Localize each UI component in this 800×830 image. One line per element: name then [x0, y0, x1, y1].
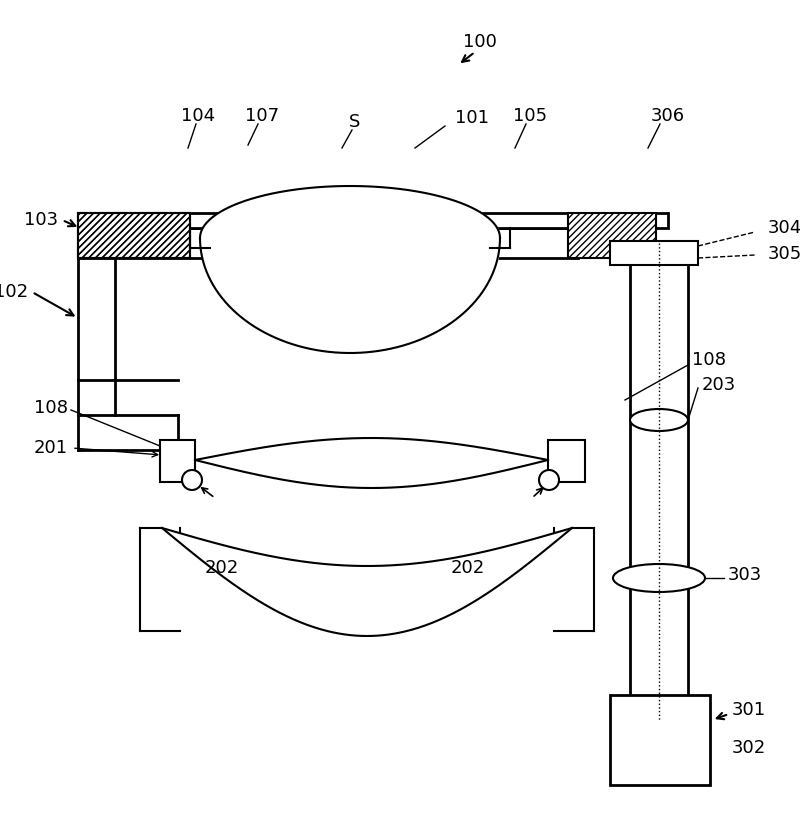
Text: 303: 303: [728, 566, 762, 584]
Bar: [78, 213, 190, 258]
Text: 100: 100: [463, 33, 497, 51]
Text: 105: 105: [513, 107, 547, 125]
Text: 306: 306: [651, 107, 685, 125]
Bar: [160, 440, 195, 482]
Text: 103: 103: [24, 211, 58, 229]
Text: 202: 202: [205, 559, 239, 577]
Text: 108: 108: [692, 351, 726, 369]
Bar: [78, 213, 668, 228]
Text: 301: 301: [732, 701, 766, 719]
Text: 107: 107: [245, 107, 279, 125]
Bar: [408, 230, 483, 248]
Text: 202: 202: [451, 559, 485, 577]
Bar: [568, 213, 656, 258]
Bar: [225, 230, 303, 248]
Text: 101: 101: [455, 109, 489, 127]
Bar: [610, 695, 710, 785]
Ellipse shape: [630, 409, 688, 431]
Ellipse shape: [613, 564, 705, 592]
Text: 108: 108: [34, 399, 68, 417]
Text: 201: 201: [34, 439, 68, 457]
Text: 102: 102: [0, 283, 28, 301]
Text: S: S: [350, 113, 361, 131]
Text: 302: 302: [732, 739, 766, 757]
Bar: [610, 241, 698, 265]
Bar: [548, 440, 585, 482]
Text: 304: 304: [768, 219, 800, 237]
Circle shape: [182, 470, 202, 490]
Text: 104: 104: [181, 107, 215, 125]
Bar: [78, 228, 578, 258]
Bar: [78, 213, 190, 258]
Circle shape: [539, 470, 559, 490]
Text: 305: 305: [768, 245, 800, 263]
Text: 203: 203: [702, 376, 736, 394]
